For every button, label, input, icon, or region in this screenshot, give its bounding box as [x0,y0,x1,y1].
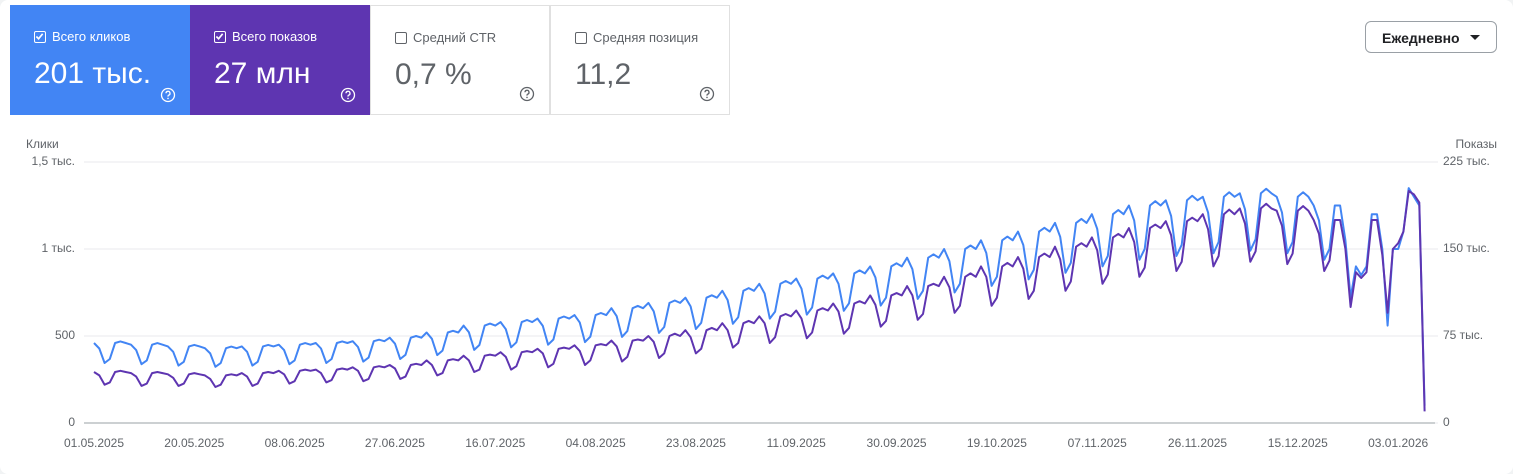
x-tick-label: 30.09.2025 [867,436,927,450]
metric-label-row: Всего показов [214,29,317,44]
y2-tick-label: 0 [1443,415,1450,429]
period-dropdown[interactable]: Ежедневно [1365,21,1497,53]
metric-label-row: Всего кликов [34,29,130,44]
y-tick-label: 500 [55,328,75,342]
x-tick-label: 03.01.2026 [1368,436,1428,450]
y-tick-label: 1,5 тыс. [32,154,75,168]
x-tick-label: 08.06.2025 [265,436,325,450]
help-icon [340,87,356,103]
x-tick-label: 26.11.2025 [1168,436,1227,450]
x-tick-label: 20.05.2025 [164,436,224,450]
metric-card[interactable]: Средняя позиция 11,2 [550,5,730,115]
y2-tick-label: 225 тыс. [1443,154,1490,168]
x-tick-label: 11.09.2025 [767,436,826,450]
checkbox [395,31,407,44]
series-line [93,187,1426,406]
y-tick-label: 1 тыс. [42,241,75,255]
metric-label: Средняя позиция [593,30,699,45]
metric-card[interactable]: Средний CTR 0,7 % [370,5,550,115]
metric-label: Всего кликов [52,29,131,44]
y2-axis-title: Показы [1456,137,1497,151]
metric-value: 0,7 % [395,58,472,91]
y-axis-title: Клики [26,137,59,151]
x-tick-label: 07.11.2025 [1068,436,1127,450]
x-tick-label: 01.05.2025 [64,436,124,450]
metric-value: 11,2 [575,58,632,91]
checkbox [34,30,46,43]
x-tick-label: 27.06.2025 [365,436,425,450]
checkbox [575,31,587,44]
y-tick-label: 0 [68,415,75,429]
metric-label-row: Средний CTR [395,30,496,45]
series-line [93,190,1426,412]
y2-tick-label: 75 тыс. [1443,328,1483,342]
metric-card[interactable]: Всего кликов 201 тыс. [10,5,190,115]
help-icon [699,86,715,102]
y2-tick-label: 150 тыс. [1443,241,1490,255]
metric-label: Всего показов [232,29,317,44]
checkbox [214,30,226,43]
metric-card[interactable]: Всего показов 27 млн [190,5,370,115]
metric-label: Средний CTR [413,30,497,45]
x-tick-label: 16.07.2025 [465,436,525,450]
metric-value: 201 тыс. [34,57,152,90]
metric-label-row: Средняя позиция [575,30,698,45]
x-tick-label: 04.08.2025 [566,436,626,450]
x-tick-label: 19.10.2025 [967,436,1027,450]
help-icon [519,86,535,102]
x-tick-label: 23.08.2025 [666,436,726,450]
help-icon [160,87,176,103]
x-tick-label: 15.12.2025 [1268,436,1328,450]
metric-value: 27 млн [214,57,311,90]
